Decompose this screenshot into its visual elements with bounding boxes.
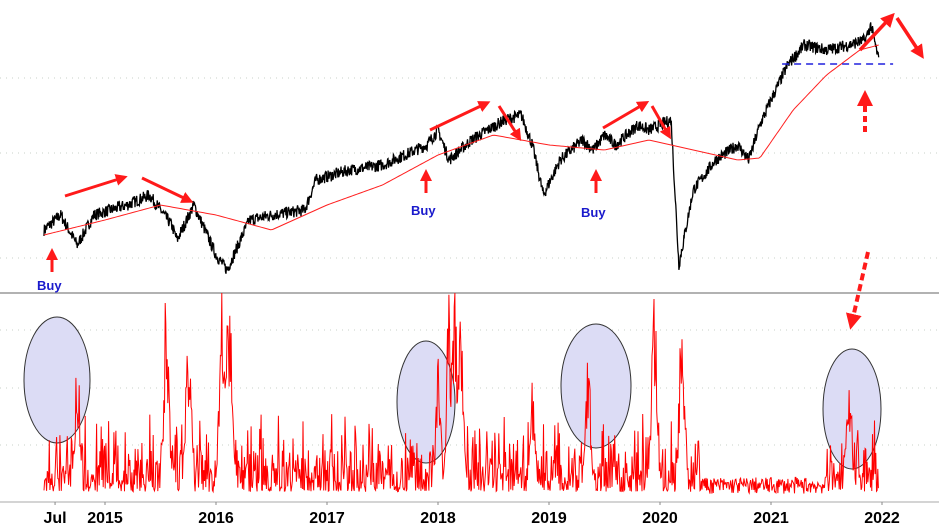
price-line (43, 22, 880, 274)
down-arrow (650, 105, 671, 140)
x-tick-label: 2018 (420, 510, 456, 527)
x-tick-label: 2019 (531, 510, 567, 527)
x-tick-label: 2015 (87, 510, 123, 527)
x-tick-label: Jul (43, 510, 66, 527)
price-panel (43, 22, 894, 274)
up-arrow (429, 101, 491, 132)
volatility-series (43, 292, 879, 495)
x-tick-label: 2022 (864, 510, 900, 527)
moving-average-line (43, 44, 879, 236)
x-tick-labels: Jul 2015 2016 2017 2018 2019 2020 2021 2022 (43, 502, 900, 527)
buy-label: Buy (411, 203, 436, 218)
highlight-ellipses (23, 316, 882, 470)
dashed-down-arrow (845, 251, 870, 330)
gridlines (0, 77, 939, 446)
down-arrow (895, 17, 924, 59)
highlight-ellipse (560, 323, 632, 449)
highlight-ellipse (396, 340, 456, 464)
x-tick-label: 2021 (753, 510, 789, 527)
down-arrow (141, 176, 194, 203)
x-tick-label: 2017 (309, 510, 345, 527)
up-arrow (64, 174, 128, 198)
down-arrow (497, 105, 522, 142)
x-tick-label: 2016 (198, 510, 234, 527)
x-tick-label: 2020 (642, 510, 678, 527)
buy-label: Buy (37, 278, 62, 293)
up-arrow (858, 12, 895, 52)
volatility-line (43, 292, 879, 495)
highlight-ellipse (822, 348, 882, 470)
up-arrow (602, 100, 650, 130)
buy-label: Buy (581, 205, 606, 220)
trend-arrows (46, 12, 924, 330)
